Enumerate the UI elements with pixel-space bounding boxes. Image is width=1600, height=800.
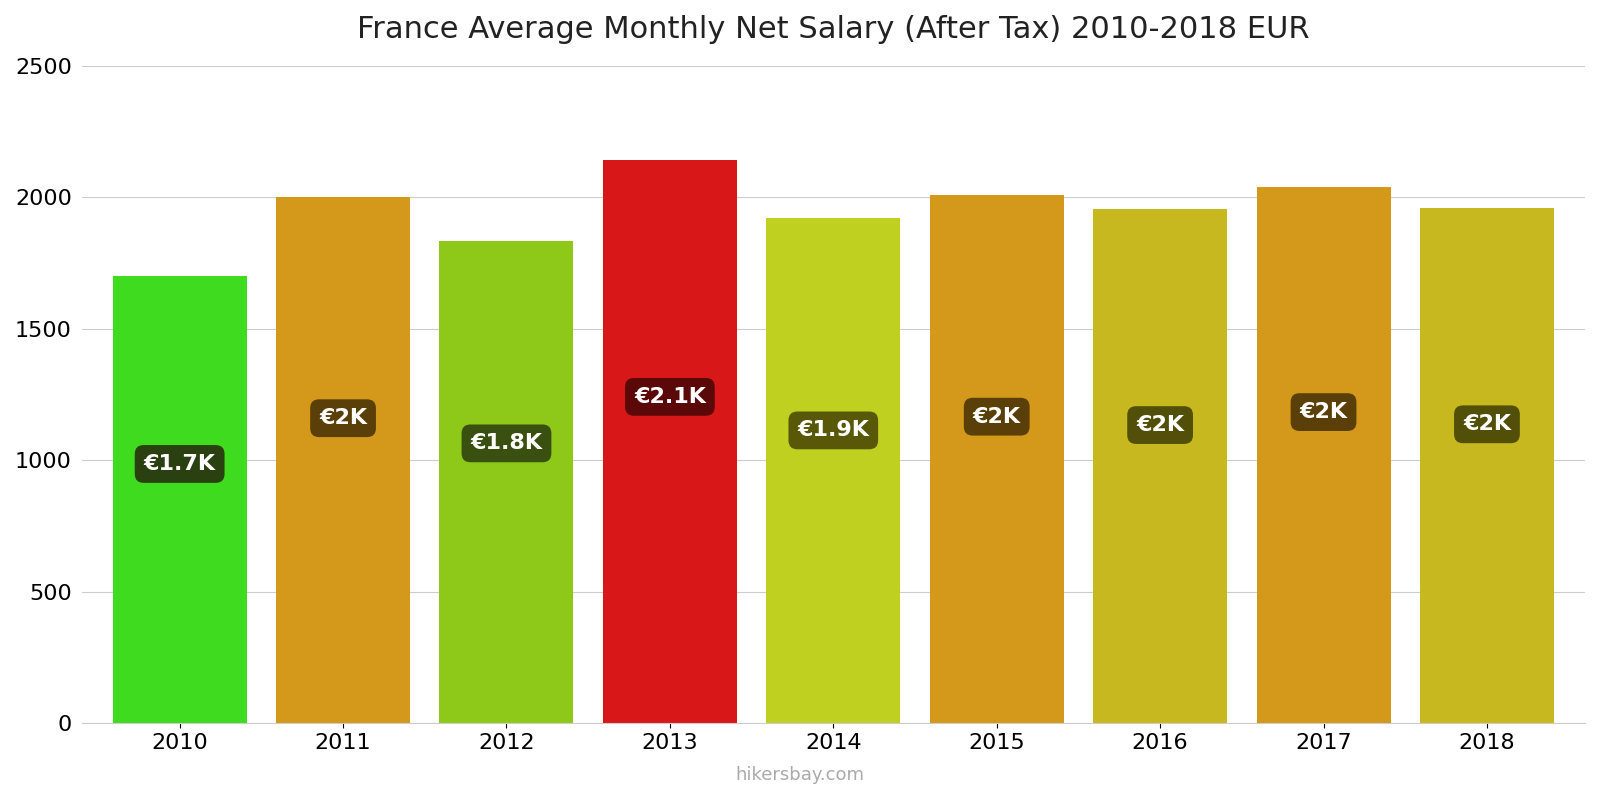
Bar — [930, 194, 1064, 723]
Bar — [1093, 209, 1227, 723]
Text: €1.9K: €1.9K — [797, 421, 869, 441]
Bar — [277, 198, 410, 723]
Bar — [603, 161, 738, 723]
Bar — [1256, 186, 1390, 723]
Text: hikersbay.com: hikersbay.com — [736, 766, 864, 784]
Bar — [440, 241, 573, 723]
Text: €1.7K: €1.7K — [144, 454, 216, 474]
Text: €2K: €2K — [973, 406, 1021, 426]
Text: €1.8K: €1.8K — [470, 434, 542, 454]
Text: €2K: €2K — [1462, 414, 1510, 434]
Text: €2.1K: €2.1K — [634, 387, 706, 407]
Title: France Average Monthly Net Salary (After Tax) 2010-2018 EUR: France Average Monthly Net Salary (After… — [357, 15, 1310, 44]
Bar — [112, 276, 246, 723]
Text: €2K: €2K — [1299, 402, 1347, 422]
Bar — [1419, 208, 1554, 723]
Bar — [766, 218, 901, 723]
Text: €2K: €2K — [1136, 415, 1184, 435]
Text: €2K: €2K — [318, 408, 366, 428]
